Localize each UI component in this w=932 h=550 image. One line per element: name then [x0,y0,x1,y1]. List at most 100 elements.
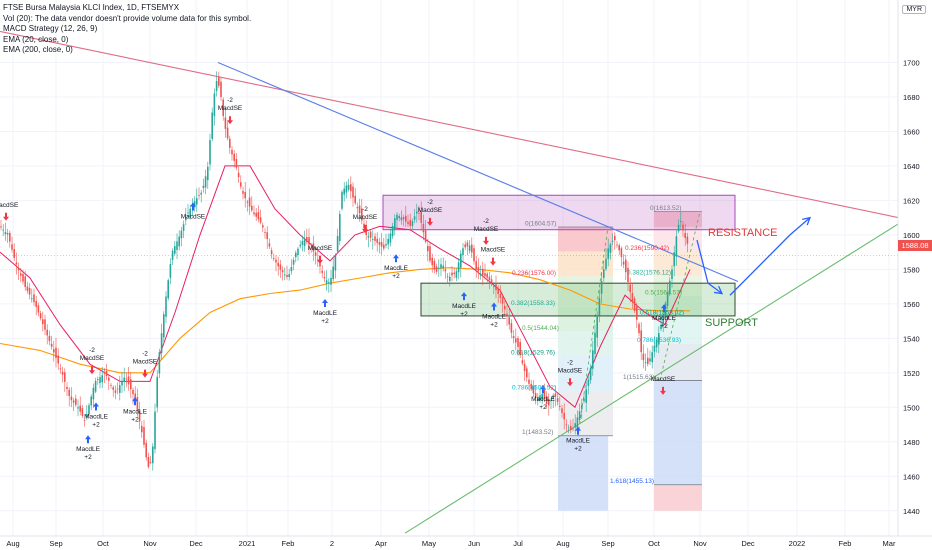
fib-level-label: 0.786(1509.52) [512,384,556,391]
legend-title: FTSE Bursa Malaysia KLCI Index, 1D, FTSE… [3,3,180,12]
candle-body [112,387,114,390]
candle-body [46,329,48,336]
candle-body [649,358,651,362]
candle-body [561,408,563,414]
candle-body [402,217,405,220]
candle-body [354,195,356,204]
candle-body [407,221,409,225]
legend-line-macd: MACD Strategy (12, 26, 9) [3,24,98,33]
fib-level-label: 0.5(1544.04) [522,325,559,332]
macd-signal-text: -2 [567,359,573,366]
chart-legend: FTSE Bursa Malaysia KLCI Index, 1D, FTSE… [3,3,251,56]
candle-body [682,224,684,231]
candle-body [603,269,605,278]
short-arrow-icon [317,255,323,264]
price-tick-label: 1500 [903,403,920,412]
time-tick-label: Oct [97,539,110,548]
macd-signal-text: MacdLE [566,438,591,445]
candle-body [306,237,308,242]
candle-body [559,405,561,407]
fib-level-zone [558,306,613,332]
candle-body [545,399,548,405]
price-tick-label: 1440 [903,507,920,516]
price-axis: 1440 1460 1480 1500 1520 1540 1560 1580 1600 1620… [897,0,932,550]
time-tick-label: Aug [556,539,569,548]
candle-body [295,252,297,258]
fib-connector [659,211,701,381]
candle-body [57,355,59,364]
candle-body [268,243,271,247]
candle-body [143,427,145,445]
candle-body [35,301,37,307]
candle-body [22,273,24,282]
candle-body [105,371,108,377]
candle-body [475,261,477,270]
macd-signal-text: MacdLE [384,265,409,272]
candle-body [438,268,440,269]
candle-body [211,112,213,139]
candle-body [229,138,231,148]
candle-body [358,205,361,214]
candle-body [77,407,79,409]
candle-body [563,412,565,420]
macd-signal: MacdLE+2 [482,302,507,328]
candle-body [455,271,458,278]
candle-body [653,345,656,352]
candle-body [160,333,163,353]
candle-body [224,117,227,129]
candle-body [169,263,172,278]
fib-level-label: 0(1604.57) [525,221,556,228]
candle-body [174,246,176,254]
candle-body [198,195,200,196]
candle-body [310,247,312,249]
price-tick-label: 1580 [903,265,920,274]
fib-level-label: 0.618(1529.76) [511,350,555,357]
candle-body [466,242,469,247]
short-arrow-icon [483,236,489,245]
candle-body [13,249,15,258]
candle-body [99,377,101,384]
candle-body [642,353,645,361]
candle-body [347,184,350,190]
macd-signal-text: MacdSE [353,214,378,221]
macd-signal: MacdLE+2 [452,292,477,318]
support-label: SUPPORT [705,317,758,329]
macd-signal-text: -2 [483,218,489,225]
currency-button[interactable]: MYR [902,5,926,14]
candle-body [189,208,191,217]
candle-body [383,244,385,249]
fib-level-zone [654,484,702,511]
candle-body [405,215,407,222]
time-tick-label: Jun [468,539,480,548]
long-arrow-icon [190,202,196,211]
candle-body [501,297,504,304]
candle-body [620,248,623,257]
candle-body [508,317,510,325]
candle-body [266,232,268,240]
resistance-label: RESISTANCE [708,227,777,239]
candle-body [262,225,264,228]
candle-body [334,255,337,271]
candle-body [202,185,205,189]
candles-layer [0,71,689,471]
candle-body [290,267,293,272]
candle-body [125,378,128,380]
candle-body [145,442,147,458]
candle-body [24,276,26,287]
macd-signal-text: MacdLE [84,413,109,420]
fib-connector [577,226,609,436]
candle-body [39,313,42,319]
candle-body [677,224,680,232]
long-arrow-icon [132,397,138,406]
candle-body [231,149,233,155]
candle-body [323,277,326,279]
candle-body [387,239,389,245]
candle-body [127,376,130,385]
candle-body [72,400,75,403]
candle-body [609,244,612,253]
candle-body [633,298,636,311]
fib-level-label: 0.5(1564.57) [645,289,682,296]
candle-body [235,159,238,168]
